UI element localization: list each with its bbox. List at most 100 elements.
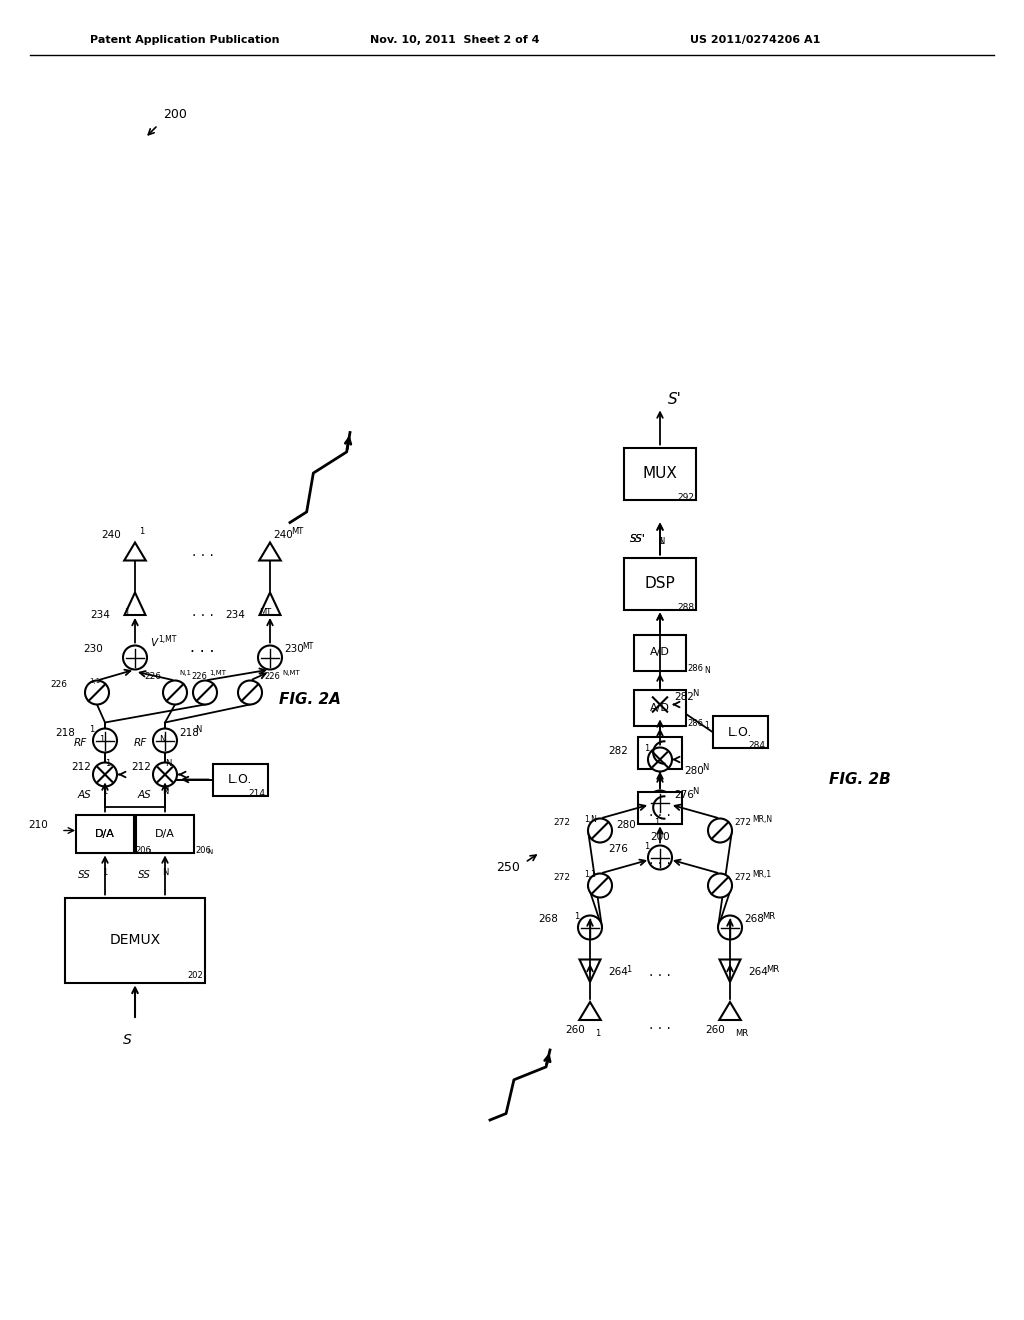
Circle shape	[578, 916, 602, 940]
Text: 1: 1	[574, 912, 580, 921]
Text: 1,MT: 1,MT	[158, 635, 176, 644]
Text: 226: 226	[264, 672, 280, 681]
Text: N,MT: N,MT	[282, 669, 300, 676]
Bar	[76, 814, 134, 853]
Text: 250: 250	[496, 861, 520, 874]
Text: 1: 1	[124, 609, 129, 616]
Text: 268: 268	[744, 915, 764, 924]
Circle shape	[258, 645, 282, 669]
Text: 1: 1	[105, 759, 111, 768]
Circle shape	[238, 681, 262, 705]
Text: MT: MT	[302, 642, 313, 651]
Text: 280: 280	[684, 766, 703, 776]
Circle shape	[648, 791, 672, 814]
Text: 226: 226	[144, 672, 161, 681]
Text: 226: 226	[191, 672, 207, 681]
Text: MR: MR	[766, 965, 779, 974]
Text: US 2011/0274206 A1: US 2011/0274206 A1	[690, 36, 820, 45]
Text: 214: 214	[249, 789, 265, 799]
Circle shape	[93, 763, 117, 787]
Text: 1: 1	[644, 744, 649, 752]
Text: A/D: A/D	[650, 648, 670, 657]
Circle shape	[588, 874, 612, 898]
Text: . . .: . . .	[191, 544, 213, 558]
Text: D/A: D/A	[155, 829, 175, 838]
Text: FIG. 2A: FIG. 2A	[280, 693, 341, 708]
Text: MR: MR	[762, 912, 775, 921]
Text: 206: 206	[195, 846, 211, 855]
Circle shape	[163, 681, 187, 705]
Text: . . .: . . .	[649, 805, 671, 820]
Text: . . .: . . .	[190, 640, 215, 655]
Bar	[634, 635, 686, 671]
Text: 212: 212	[131, 762, 151, 771]
Text: 1: 1	[102, 787, 108, 796]
Text: 200: 200	[163, 108, 186, 121]
Circle shape	[648, 693, 672, 717]
Text: 272: 272	[734, 818, 751, 828]
Bar	[634, 689, 686, 726]
Text: DEMUX: DEMUX	[110, 933, 161, 946]
Text: 276: 276	[608, 845, 628, 854]
Text: 212: 212	[71, 762, 91, 771]
Circle shape	[93, 729, 117, 752]
Circle shape	[153, 729, 177, 752]
Text: 280: 280	[616, 821, 636, 830]
Text: 1: 1	[658, 537, 664, 546]
Text: 260: 260	[565, 1026, 585, 1035]
Bar	[624, 557, 696, 610]
Text: 268: 268	[539, 915, 558, 924]
Text: N: N	[692, 787, 698, 796]
Text: 230: 230	[83, 644, 103, 655]
Text: 210: 210	[29, 821, 48, 830]
Text: 1: 1	[89, 725, 94, 734]
Text: AS: AS	[77, 789, 91, 800]
Circle shape	[648, 747, 672, 771]
Text: N: N	[702, 763, 709, 772]
Text: 286: 286	[687, 664, 703, 673]
Bar	[638, 792, 682, 824]
Text: N: N	[692, 689, 698, 698]
Text: L.O.: L.O.	[728, 726, 753, 738]
Text: 226: 226	[50, 680, 67, 689]
Text: FIG. 2B: FIG. 2B	[829, 772, 891, 788]
Circle shape	[153, 763, 177, 787]
Text: N,1: N,1	[179, 669, 191, 676]
Text: N: N	[162, 787, 168, 796]
Circle shape	[648, 846, 672, 870]
Text: 1: 1	[102, 869, 108, 876]
Text: 282: 282	[608, 747, 628, 756]
Circle shape	[85, 681, 109, 705]
Text: 286: 286	[687, 719, 703, 729]
Text: 264: 264	[748, 968, 768, 977]
Text: 1: 1	[626, 965, 631, 974]
Text: N: N	[159, 735, 165, 744]
Text: 1: 1	[644, 842, 649, 851]
Text: 276: 276	[674, 789, 694, 800]
Text: 218: 218	[179, 727, 199, 738]
Text: 1: 1	[654, 818, 659, 828]
Circle shape	[708, 818, 732, 842]
Text: 1,N: 1,N	[584, 814, 597, 824]
Text: 234: 234	[90, 610, 110, 620]
Text: 1: 1	[147, 850, 152, 855]
Text: 1,1: 1,1	[584, 870, 596, 879]
Text: 218: 218	[55, 727, 75, 738]
Text: 1,MT: 1,MT	[209, 669, 226, 676]
Circle shape	[123, 645, 147, 669]
Text: 240: 240	[273, 529, 293, 540]
Text: SS: SS	[78, 870, 91, 880]
Text: . . .: . . .	[649, 965, 671, 979]
Circle shape	[718, 916, 742, 940]
Text: . . .: . . .	[649, 1018, 671, 1032]
Text: N: N	[207, 850, 212, 855]
Text: S': S'	[668, 392, 682, 407]
Text: Patent Application Publication: Patent Application Publication	[90, 36, 280, 45]
Text: S: S	[123, 1034, 131, 1047]
Text: 206: 206	[135, 846, 151, 855]
Text: RF: RF	[74, 738, 87, 747]
Text: D/A: D/A	[95, 829, 115, 838]
Text: V: V	[150, 638, 157, 648]
Text: 282: 282	[674, 692, 694, 701]
Text: 240: 240	[100, 529, 121, 540]
